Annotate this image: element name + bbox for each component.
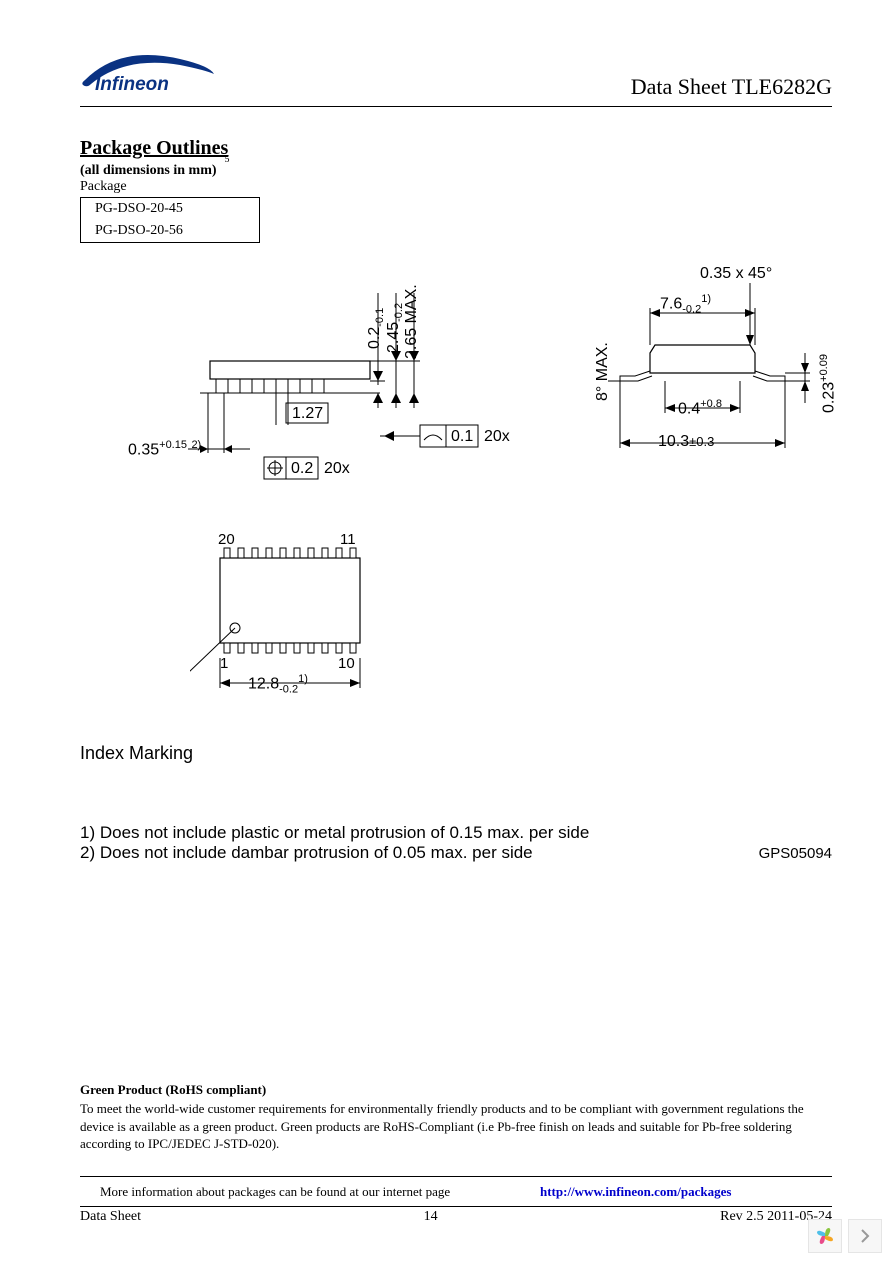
dim-pitch: 1.27	[292, 405, 323, 423]
footnote-marker: 5	[225, 154, 230, 165]
footer-left: Data Sheet	[80, 1209, 141, 1225]
chevron-right-icon	[860, 1229, 870, 1243]
page-footer: Data Sheet 14 Rev 2.5 2011-05-24	[80, 1206, 832, 1225]
dim-lead-thick: 0.23+0.09	[818, 354, 838, 413]
package-label: Package	[80, 179, 832, 195]
pin-11: 11	[340, 531, 356, 548]
dim-length: 12.8-0.21)	[248, 673, 308, 696]
infineon-logo: Infineon	[80, 50, 220, 100]
package-row: PG-DSO-20-56	[81, 220, 259, 242]
dim-lead-width: 0.35+0.15 2)	[128, 439, 201, 459]
dim-overall-width: 10.3±0.3	[658, 433, 714, 451]
index-marking-label: Index Marking	[80, 743, 193, 764]
section-heading-row: Package Outlines	[80, 137, 832, 160]
dim-pos-count: 20x	[324, 460, 350, 478]
nav-logo-button[interactable]	[808, 1219, 842, 1253]
package-drawing: 1.27 0.35+0.15 2) 0.2 20x 0.1 20x 0.2-0.…	[80, 253, 832, 793]
document-title: Data Sheet TLE6282G	[631, 74, 832, 100]
green-product-title: Green Product (RoHS compliant)	[80, 1082, 832, 1098]
dimensions-note: (all dimensions in mm)	[80, 163, 217, 178]
package-row: PG-DSO-20-45	[81, 198, 259, 220]
dim-flat-count: 20x	[484, 428, 510, 446]
top-view-drawing	[190, 528, 450, 748]
dim-overall-height: 2.65 MAX.	[403, 285, 421, 360]
nav-next-button[interactable]	[848, 1219, 882, 1253]
page-header: Infineon Data Sheet TLE6282G	[80, 50, 832, 107]
green-product-block: Green Product (RoHS compliant) To meet t…	[80, 1082, 832, 1153]
drawing-notes: 1) Does not include plastic or metal pro…	[80, 823, 832, 863]
pin-20: 20	[218, 531, 235, 548]
pin-10: 10	[338, 655, 355, 672]
note-1: 1) Does not include plastic or metal pro…	[80, 823, 832, 843]
green-product-text: To meet the world-wide customer requirem…	[80, 1100, 832, 1153]
dim-body-width: 7.6-0.21)	[660, 293, 711, 316]
svg-text:Infineon: Infineon	[95, 74, 169, 95]
section-title: Package Outlines	[80, 137, 228, 159]
footer-page: 14	[424, 1209, 438, 1225]
drawing-ref-code: GPS05094	[759, 845, 832, 862]
dim-flat-tol: 0.1	[451, 428, 473, 446]
dim-standoff: 0.2-0.1	[366, 308, 386, 349]
dim-pos-tol: 0.2	[291, 460, 313, 478]
petal-icon	[814, 1225, 836, 1247]
dim-chamfer: 0.35 x 45°	[700, 265, 772, 283]
pin-1: 1	[220, 655, 228, 672]
note-2: 2) Does not include dambar protrusion of…	[80, 843, 533, 863]
package-table: PG-DSO-20-45 PG-DSO-20-56	[80, 197, 260, 243]
dim-foot-len: 0.4+0.8	[678, 398, 722, 418]
packages-link[interactable]: http://www.infineon.com/packages	[540, 1184, 731, 1200]
dim-angle: 8° MAX.	[594, 342, 612, 401]
nav-widget	[808, 1219, 882, 1253]
footer-rule	[80, 1176, 832, 1177]
more-info-text: More information about packages can be f…	[100, 1184, 450, 1200]
